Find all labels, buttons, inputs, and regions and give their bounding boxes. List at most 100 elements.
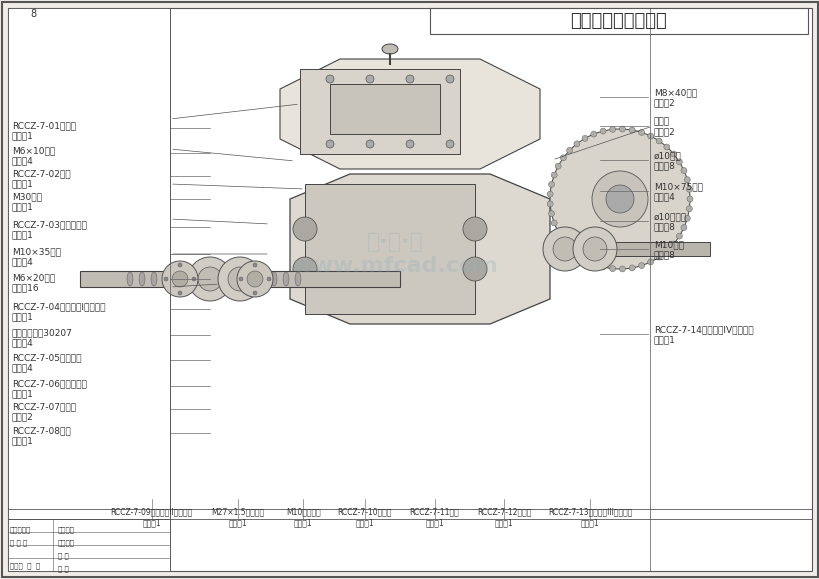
Circle shape bbox=[446, 140, 454, 148]
Text: 数量：1: 数量：1 bbox=[12, 389, 34, 398]
Text: 数量：1: 数量：1 bbox=[12, 436, 34, 445]
Text: M6×10螺钉: M6×10螺钉 bbox=[12, 146, 55, 156]
Bar bbox=[550, 242, 709, 256]
Circle shape bbox=[618, 266, 625, 272]
Text: RCCZ-7-11蜗轮: RCCZ-7-11蜗轮 bbox=[410, 508, 459, 516]
Circle shape bbox=[628, 265, 635, 271]
Text: 数量：1: 数量：1 bbox=[581, 519, 599, 527]
Circle shape bbox=[683, 177, 690, 183]
Text: M10螺母: M10螺母 bbox=[654, 241, 683, 250]
Circle shape bbox=[680, 225, 686, 230]
Circle shape bbox=[591, 171, 647, 227]
Circle shape bbox=[192, 277, 196, 281]
Text: 底图总号: 底图总号 bbox=[58, 540, 75, 547]
Circle shape bbox=[676, 159, 681, 165]
Circle shape bbox=[548, 211, 554, 217]
Text: 数量：1: 数量：1 bbox=[12, 203, 34, 212]
Circle shape bbox=[365, 140, 373, 148]
Circle shape bbox=[572, 227, 616, 271]
Circle shape bbox=[326, 140, 333, 148]
Bar bbox=[8, 8, 170, 519]
Text: 签 字: 签 字 bbox=[58, 553, 69, 559]
Text: 冰·环·网
www.mfcad.com: 冰·环·网 www.mfcad.com bbox=[292, 232, 497, 276]
Circle shape bbox=[405, 75, 414, 83]
Text: M10放油螺塞: M10放油螺塞 bbox=[286, 508, 320, 516]
Text: M10×35螺栓: M10×35螺栓 bbox=[12, 247, 61, 256]
Circle shape bbox=[605, 185, 633, 213]
Circle shape bbox=[197, 267, 222, 291]
Text: M10×75螺栓: M10×75螺栓 bbox=[654, 182, 702, 192]
Text: 数量：2: 数量：2 bbox=[654, 98, 675, 107]
Circle shape bbox=[228, 267, 251, 291]
Ellipse shape bbox=[210, 272, 217, 286]
Text: 数量：8: 数量：8 bbox=[654, 251, 675, 260]
Text: 数量：4: 数量：4 bbox=[12, 258, 34, 266]
Circle shape bbox=[663, 248, 669, 254]
Circle shape bbox=[686, 196, 692, 202]
Ellipse shape bbox=[127, 272, 133, 286]
Text: 数量：4: 数量：4 bbox=[654, 192, 675, 201]
Bar bbox=[80, 271, 400, 287]
Circle shape bbox=[178, 263, 182, 267]
Text: 数量：1: 数量：1 bbox=[425, 519, 443, 527]
Ellipse shape bbox=[174, 272, 181, 286]
Circle shape bbox=[218, 257, 262, 301]
Circle shape bbox=[559, 155, 566, 161]
Circle shape bbox=[292, 217, 317, 241]
Text: 数量：1: 数量：1 bbox=[12, 231, 34, 240]
Circle shape bbox=[463, 257, 486, 281]
Text: M30螺母: M30螺母 bbox=[12, 193, 42, 201]
Text: 数量：2: 数量：2 bbox=[12, 412, 34, 421]
Text: RCCZ-7-07挡油环: RCCZ-7-07挡油环 bbox=[12, 402, 76, 411]
Text: RCCZ-7-08蜗杆: RCCZ-7-08蜗杆 bbox=[12, 426, 70, 435]
Text: 轮蜗杆减速器爆炸图: 轮蜗杆减速器爆炸图 bbox=[570, 12, 667, 30]
Circle shape bbox=[253, 291, 256, 295]
Circle shape bbox=[463, 217, 486, 241]
Circle shape bbox=[670, 241, 676, 247]
Circle shape bbox=[550, 220, 557, 226]
Text: 页数员  日  期: 页数员 日 期 bbox=[10, 563, 40, 569]
Text: 数量：4: 数量：4 bbox=[12, 338, 34, 347]
Circle shape bbox=[647, 133, 653, 139]
Text: RCCZ-7-06减速器箱体: RCCZ-7-06减速器箱体 bbox=[12, 379, 87, 388]
Polygon shape bbox=[279, 59, 540, 169]
Circle shape bbox=[573, 251, 579, 257]
Ellipse shape bbox=[163, 272, 169, 286]
Text: RCCZ-7-02盖板: RCCZ-7-02盖板 bbox=[12, 170, 70, 179]
Circle shape bbox=[590, 131, 596, 137]
Circle shape bbox=[609, 126, 615, 133]
Circle shape bbox=[548, 181, 554, 188]
Text: 数量：1: 数量：1 bbox=[654, 336, 675, 345]
Ellipse shape bbox=[382, 44, 397, 54]
Bar bbox=[8, 519, 170, 571]
Ellipse shape bbox=[259, 272, 265, 286]
Circle shape bbox=[164, 277, 168, 281]
Text: 数量：8: 数量：8 bbox=[654, 161, 675, 170]
Circle shape bbox=[647, 259, 653, 265]
Bar bbox=[429, 8, 807, 34]
Circle shape bbox=[559, 237, 566, 243]
Circle shape bbox=[566, 244, 572, 251]
Circle shape bbox=[365, 75, 373, 83]
Text: RCCZ-7-04轴承端盖I（闷盖）: RCCZ-7-04轴承端盖I（闷盖） bbox=[12, 303, 106, 312]
Circle shape bbox=[253, 263, 256, 267]
Circle shape bbox=[573, 141, 579, 147]
Circle shape bbox=[550, 172, 557, 178]
Circle shape bbox=[655, 254, 661, 260]
Circle shape bbox=[546, 191, 553, 197]
Text: 定位销: 定位销 bbox=[654, 118, 669, 127]
Text: ø10圆圈: ø10圆圈 bbox=[654, 151, 681, 160]
Text: 件（组）件: 件（组）件 bbox=[10, 527, 31, 533]
Text: 数量：8: 数量：8 bbox=[654, 222, 675, 231]
Circle shape bbox=[566, 148, 572, 153]
Polygon shape bbox=[300, 69, 459, 154]
Circle shape bbox=[162, 261, 197, 297]
Circle shape bbox=[670, 151, 676, 157]
Circle shape bbox=[686, 206, 691, 212]
Ellipse shape bbox=[235, 272, 241, 286]
Circle shape bbox=[600, 264, 605, 270]
Text: RCCZ-7-09轴承端盖II（透盖）: RCCZ-7-09轴承端盖II（透盖） bbox=[111, 508, 192, 516]
Text: 数量：16: 数量：16 bbox=[12, 283, 39, 292]
Text: 数量：1: 数量：1 bbox=[143, 519, 161, 527]
Text: RCCZ-7-13轴承端盖III（透盖）: RCCZ-7-13轴承端盖III（透盖） bbox=[548, 508, 631, 516]
